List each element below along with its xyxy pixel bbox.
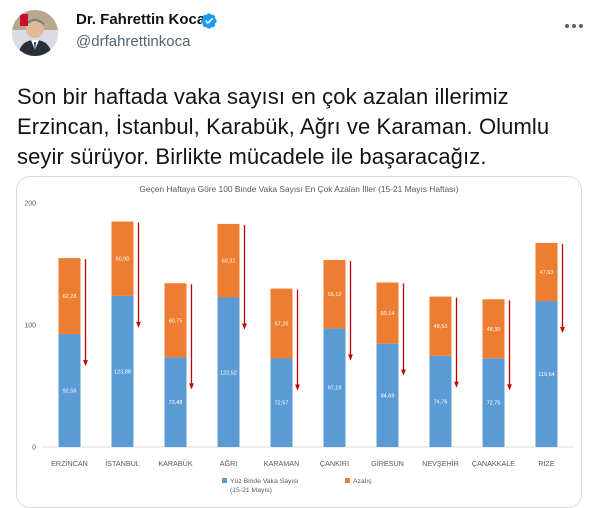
x-tick-label: ÇANKIRI xyxy=(320,459,349,468)
bar-decrease xyxy=(535,242,558,302)
data-label-base: 122,52 xyxy=(220,370,237,376)
author-avatar[interactable] xyxy=(12,10,58,56)
y-tick-label: 0 xyxy=(32,445,36,452)
x-tick-label: GİRESUN xyxy=(371,459,404,468)
legend-label-decrease: Azalış xyxy=(353,478,372,485)
data-label-decrease: 47,63 xyxy=(540,270,554,276)
chart-svg: Geçen Haftaya Göre 100 Binde Vaka Sayısı… xyxy=(17,177,581,507)
data-label-decrease: 60,32 xyxy=(222,259,236,265)
x-tick-label: KARABÜK xyxy=(158,459,193,468)
bar-decrease xyxy=(376,282,399,344)
bar-base xyxy=(270,358,293,447)
decrease-arrow-head xyxy=(507,384,512,391)
author-handle[interactable]: @drfahrettinkoca xyxy=(76,33,191,50)
legend-label-base: Yüz Binde Vaka Sayısı xyxy=(230,478,299,485)
bar-decrease xyxy=(270,288,293,359)
x-tick-label: İSTANBUL xyxy=(105,459,140,468)
data-label-base: 72,57 xyxy=(275,401,289,407)
bar-decrease xyxy=(323,259,346,329)
data-label-decrease: 48,53 xyxy=(434,324,448,330)
bar-decrease xyxy=(217,223,240,298)
data-label-base: 97,18 xyxy=(328,386,342,392)
bar-base xyxy=(217,297,240,447)
y-tick-label: 200 xyxy=(24,201,36,208)
bar-base xyxy=(535,301,558,447)
x-tick-label: ÇANAKKALE xyxy=(472,459,515,468)
x-tick-label: KARAMAN xyxy=(264,459,300,468)
decrease-arrow-head xyxy=(348,354,353,361)
data-label-decrease: 50,14 xyxy=(381,311,395,317)
data-label-decrease: 48,30 xyxy=(487,327,501,333)
chart-title: Geçen Haftaya Göre 100 Binde Vaka Sayısı… xyxy=(139,184,458,194)
bar-base xyxy=(429,355,452,447)
decrease-arrow-head xyxy=(560,327,565,334)
data-label-base: 74,76 xyxy=(434,399,448,405)
x-tick-label: NEVŞEHİR xyxy=(422,459,459,468)
tweet-media-chart[interactable]: Geçen Haftaya Göre 100 Binde Vaka Sayısı… xyxy=(16,176,582,508)
bar-base xyxy=(58,334,81,447)
data-label-decrease: 57,26 xyxy=(275,322,289,328)
verified-badge-icon xyxy=(200,12,218,35)
bar-base xyxy=(111,295,134,447)
decrease-arrow-head xyxy=(189,383,194,390)
decrease-arrow-head xyxy=(454,381,459,388)
bar-base xyxy=(323,328,346,447)
decrease-arrow-head xyxy=(295,384,300,391)
data-label-base: 123,88 xyxy=(114,369,131,375)
data-label-base: 73,48 xyxy=(169,400,183,406)
data-label-base: 119,64 xyxy=(538,372,554,378)
bar-decrease xyxy=(58,258,81,335)
data-label-decrease: 62,28 xyxy=(63,294,77,300)
x-tick-label: AĞRI xyxy=(220,459,238,468)
data-label-base: 92,56 xyxy=(63,389,77,395)
bar-base xyxy=(376,343,399,447)
bar-decrease xyxy=(482,299,505,359)
data-label-base: 84,69 xyxy=(381,393,395,399)
bar-base xyxy=(164,357,187,447)
decrease-arrow-head xyxy=(242,323,247,330)
legend-swatch-base xyxy=(222,478,227,483)
x-tick-label: ERZİNCAN xyxy=(51,459,88,468)
more-options-button[interactable] xyxy=(562,14,586,38)
y-tick-label: 100 xyxy=(24,323,36,330)
x-tick-label: RİZE xyxy=(538,459,555,468)
author-name[interactable]: Dr. Fahrettin Koca xyxy=(76,11,206,28)
legend-swatch-decrease xyxy=(345,478,350,483)
avatar-photo-icon xyxy=(12,10,58,56)
decrease-arrow-head xyxy=(136,321,141,328)
data-label-base: 72,75 xyxy=(487,401,501,407)
bar-decrease xyxy=(111,221,134,296)
decrease-arrow-head xyxy=(401,369,406,376)
data-label-decrease: 60,75 xyxy=(169,318,183,324)
bar-decrease xyxy=(164,283,187,358)
tweet-text: Son bir haftada vaka sayısı en çok azala… xyxy=(17,84,550,169)
decrease-arrow-head xyxy=(83,360,88,367)
data-label-decrease: 60,90 xyxy=(116,257,130,263)
bar-base xyxy=(482,358,505,447)
data-label-decrease: 56,12 xyxy=(328,292,342,298)
more-options-icon xyxy=(565,24,583,28)
bar-decrease xyxy=(429,296,452,356)
legend-label-base: (15-21 Mayıs) xyxy=(230,487,272,494)
